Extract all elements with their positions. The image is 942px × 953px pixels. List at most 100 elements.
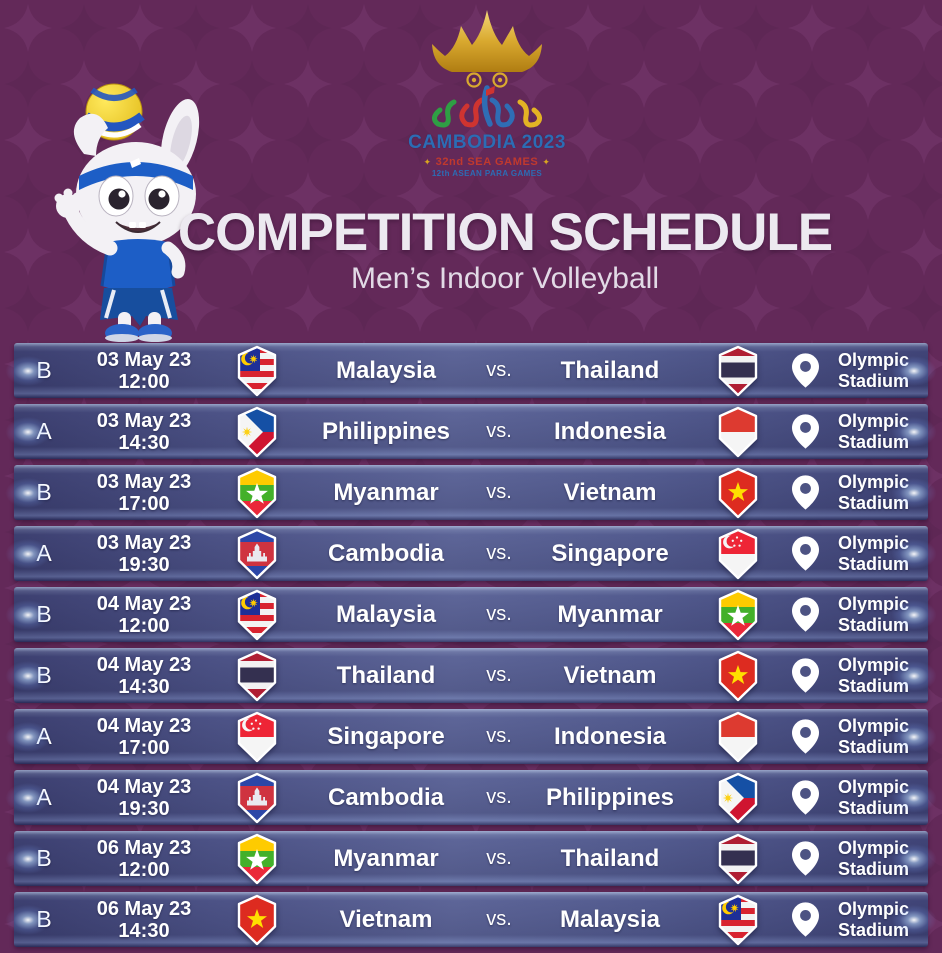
vietnam-flag-icon xyxy=(214,894,300,946)
match-row: B 06 May 23 14:30 Vietnam vs. Malaysia O… xyxy=(14,892,928,947)
singapore-flag-icon xyxy=(214,711,300,763)
venue-line1: Olympic xyxy=(838,655,910,676)
match-time: 12:00 xyxy=(118,370,170,393)
match-time: 12:00 xyxy=(118,614,170,637)
cambodia-flag-icon xyxy=(214,772,300,824)
venue-line1: Olympic xyxy=(838,899,910,920)
match-time: 14:30 xyxy=(118,431,170,454)
venue: Olympic Stadium xyxy=(828,716,928,756)
team1-name: Cambodia xyxy=(327,783,444,811)
location-pin-icon xyxy=(782,841,828,876)
philippines-flag-icon xyxy=(694,772,782,824)
match-time: 12:00 xyxy=(118,858,170,881)
match-time: 19:30 xyxy=(118,797,170,820)
logo-para-games: 12th ASEAN PARA GAMES xyxy=(431,169,543,178)
group-label: B xyxy=(36,357,52,383)
match-datetime: 04 May 23 19:30 xyxy=(74,776,214,820)
indonesia-flag-icon xyxy=(694,406,782,458)
myanmar-flag-icon xyxy=(694,589,782,641)
team2-name: Philippines xyxy=(545,783,674,811)
vs-label: vs. xyxy=(486,481,512,503)
match-datetime: 03 May 23 14:30 xyxy=(74,410,214,454)
match-row: B 06 May 23 12:00 Myanmar vs. Thailand O… xyxy=(14,831,928,886)
location-pin-icon xyxy=(782,353,828,388)
indonesia-flag-icon xyxy=(694,711,782,763)
page-subtitle: Men’s Indoor Volleyball xyxy=(351,262,659,295)
team2-name: Vietnam xyxy=(563,661,657,689)
match-time: 19:30 xyxy=(118,553,170,576)
thailand-flag-icon xyxy=(694,833,782,885)
venue-line1: Olympic xyxy=(838,777,910,798)
match-date: 04 May 23 xyxy=(96,775,192,798)
team2-name: Singapore xyxy=(551,539,669,567)
team1-name: Philippines xyxy=(321,417,450,445)
venue: Olympic Stadium xyxy=(828,411,928,451)
venue-line2: Stadium xyxy=(838,675,910,696)
group-label: B xyxy=(36,906,52,932)
venue: Olympic Stadium xyxy=(828,777,928,817)
match-row: B 04 May 23 12:00 Malaysia vs. Myanmar O… xyxy=(14,587,928,642)
venue: Olympic Stadium xyxy=(828,899,928,939)
venue: Olympic Stadium xyxy=(828,472,928,512)
team1-name: Cambodia xyxy=(327,539,444,567)
venue: Olympic Stadium xyxy=(828,533,928,573)
rabbit-mascot-icon xyxy=(54,83,200,342)
team1-name: Myanmar xyxy=(333,844,439,872)
match-datetime: 03 May 23 19:30 xyxy=(74,532,214,576)
venue-line2: Stadium xyxy=(838,797,910,818)
venue-line1: Olympic xyxy=(838,411,910,432)
team1-name: Malaysia xyxy=(335,600,437,628)
group-label: A xyxy=(36,723,52,749)
group-label: B xyxy=(36,479,52,505)
page-title: COMPETITION SCHEDULE xyxy=(177,203,833,262)
match-row: B 03 May 23 17:00 Myanmar vs. Vietnam Ol… xyxy=(14,465,928,520)
malaysia-flag-icon xyxy=(214,345,300,397)
team2-name: Indonesia xyxy=(553,417,667,445)
match-datetime: 04 May 23 17:00 xyxy=(74,715,214,759)
vs-label: vs. xyxy=(486,786,512,808)
match-row: A 04 May 23 19:30 Cambodia vs. Philippin… xyxy=(14,770,928,825)
group-label: B xyxy=(36,845,52,871)
group-label: B xyxy=(36,662,52,688)
team1-name: Malaysia xyxy=(335,356,437,384)
gold-diamond-icon: ✦ xyxy=(423,157,432,167)
venue: Olympic Stadium xyxy=(828,594,928,634)
venue-line1: Olympic xyxy=(838,716,910,737)
location-pin-icon xyxy=(782,780,828,815)
malaysia-flag-icon xyxy=(694,894,782,946)
match-row: B 04 May 23 14:30 Thailand vs. Vietnam O… xyxy=(14,648,928,703)
angkor-crown-icon xyxy=(432,10,542,128)
singapore-flag-icon xyxy=(694,528,782,580)
match-datetime: 06 May 23 14:30 xyxy=(74,898,214,942)
vs-label: vs. xyxy=(486,725,512,747)
team1-name: Myanmar xyxy=(333,478,439,506)
match-date: 04 May 23 xyxy=(96,714,192,737)
thailand-flag-icon xyxy=(214,650,300,702)
malaysia-flag-icon xyxy=(214,589,300,641)
location-pin-icon xyxy=(782,902,828,937)
match-datetime: 06 May 23 12:00 xyxy=(74,837,214,881)
group-label: B xyxy=(36,601,52,627)
venue-line1: Olympic xyxy=(838,533,910,554)
location-pin-icon xyxy=(782,719,828,754)
logo-games-text: 32nd SEA GAMES xyxy=(435,156,539,168)
team2-name: Indonesia xyxy=(553,722,667,750)
match-date: 03 May 23 xyxy=(96,409,192,432)
match-datetime: 03 May 23 17:00 xyxy=(74,471,214,515)
team1-name: Vietnam xyxy=(339,905,433,933)
match-date: 04 May 23 xyxy=(96,592,192,615)
team2-name: Vietnam xyxy=(563,478,657,506)
team2-name: Myanmar xyxy=(557,600,663,628)
philippines-flag-icon xyxy=(214,406,300,458)
match-time: 17:00 xyxy=(118,736,170,759)
schedule-rows: B 03 May 23 12:00 Malaysia vs. Thailand … xyxy=(14,343,928,953)
venue-line2: Stadium xyxy=(838,736,910,757)
vs-label: vs. xyxy=(486,847,512,869)
venue-line2: Stadium xyxy=(838,858,910,879)
team1-name: Singapore xyxy=(327,722,445,750)
match-time: 14:30 xyxy=(118,675,170,698)
venue-line2: Stadium xyxy=(838,370,910,391)
venue-line2: Stadium xyxy=(838,919,910,940)
venue-line1: Olympic xyxy=(838,350,910,371)
match-date: 06 May 23 xyxy=(96,897,192,920)
